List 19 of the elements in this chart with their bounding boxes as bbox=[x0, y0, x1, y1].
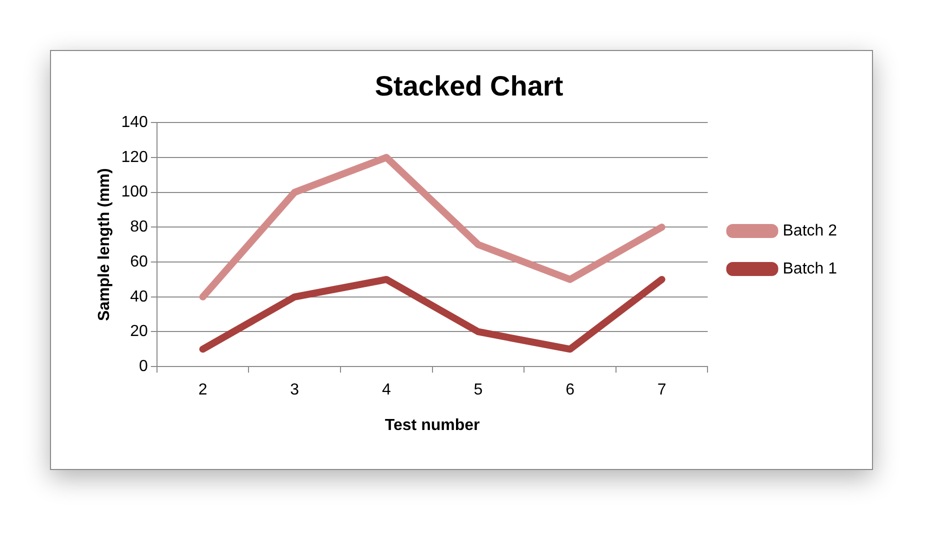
x-tick-label: 5 bbox=[474, 382, 483, 399]
y-axis-title: Sample length (mm) bbox=[96, 168, 114, 322]
chart-title: Stacked Chart bbox=[374, 70, 564, 102]
x-tick-label: 3 bbox=[290, 382, 300, 399]
y-tick-label: 80 bbox=[130, 218, 148, 236]
y-tick-label: 140 bbox=[121, 114, 148, 132]
legend-label: Batch 1 bbox=[782, 260, 838, 278]
x-tick-label: 4 bbox=[382, 382, 391, 399]
y-tick-label: 40 bbox=[130, 288, 148, 306]
y-tick-label: 20 bbox=[130, 323, 148, 340]
x-axis-title: Test number bbox=[384, 416, 480, 434]
y-tick-label: 100 bbox=[121, 184, 148, 201]
x-tick-label: 7 bbox=[657, 382, 666, 399]
y-tick-label: 0 bbox=[138, 358, 148, 376]
y-tick-label: 60 bbox=[130, 253, 148, 270]
x-tick-label: 6 bbox=[566, 382, 575, 399]
legend-label: Batch 2 bbox=[782, 222, 838, 240]
x-tick-label: 2 bbox=[198, 382, 208, 399]
y-tick-label: 120 bbox=[121, 148, 148, 166]
